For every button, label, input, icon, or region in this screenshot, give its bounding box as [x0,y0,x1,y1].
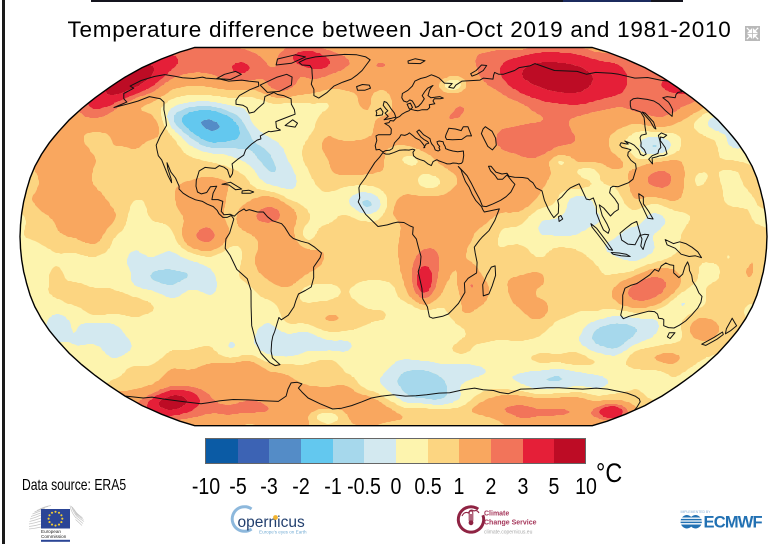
svg-text:opernicus: opernicus [238,514,305,531]
svg-text:Commission: Commission [41,534,67,539]
svg-text:European: European [41,529,61,534]
svg-text:ECMWF: ECMWF [704,514,763,532]
svg-text:Change Service: Change Service [484,520,537,527]
svg-text:Europe's eyes on Earth: Europe's eyes on Earth [259,530,307,535]
svg-text:climate.copernicus.eu: climate.copernicus.eu [484,530,533,536]
svg-text:Climate: Climate [484,511,509,518]
svg-text:IMPLEMENTED BY: IMPLEMENTED BY [681,510,712,514]
